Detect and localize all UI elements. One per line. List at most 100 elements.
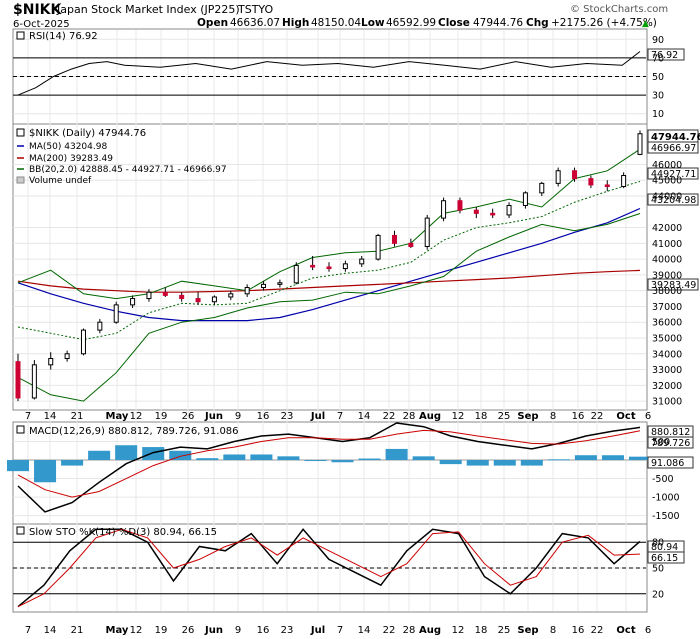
low-label: Low xyxy=(361,17,385,29)
price-tick-label: 32000 xyxy=(652,381,682,392)
macd-label-signal: 789.726 xyxy=(651,438,690,449)
candle-body xyxy=(555,170,561,184)
candle-body xyxy=(391,234,397,244)
macd-histogram-bar xyxy=(115,445,138,461)
rsi-tick-label: 90 xyxy=(652,35,664,46)
x-tick-label-price: Jun xyxy=(204,411,223,422)
candle-body xyxy=(261,283,267,289)
x-tick-label-sto: 6 xyxy=(645,625,651,636)
candle-body xyxy=(359,258,365,265)
x-tick-label-sto: 7 xyxy=(25,625,31,636)
macd-histogram-bar xyxy=(223,454,246,461)
legend-ma200: MA(200) 39283.49 xyxy=(29,154,113,164)
exchange-name: TSTYO xyxy=(237,3,274,16)
candle-body xyxy=(473,209,479,214)
x-tick-label-sto: 28 xyxy=(403,625,416,636)
candle-body xyxy=(162,291,168,296)
high-value: 48150.04 xyxy=(311,17,361,29)
price-tick-label: 41000 xyxy=(652,239,682,250)
x-tick-label-price: 14 xyxy=(44,411,57,422)
macd-histogram-bar xyxy=(520,460,543,466)
candle-body xyxy=(490,212,496,216)
rsi-tick-label: 10 xyxy=(652,109,664,120)
x-tick-label-sto: 22 xyxy=(383,625,396,636)
close-value: 47944.76 xyxy=(473,17,523,29)
candle-body xyxy=(604,184,610,188)
candle-body xyxy=(293,264,299,284)
x-tick-label-price: Sep xyxy=(517,411,538,422)
macd-histogram-bar xyxy=(358,458,381,461)
x-tick-label-sto: 19 xyxy=(155,625,168,636)
candle-body xyxy=(310,264,316,268)
macd-value-labels: 880.812 789.726 91.086 xyxy=(647,425,694,469)
legend-ma50: MA(50) 43204.98 xyxy=(29,142,107,152)
x-tick-label-sto: May xyxy=(106,625,129,636)
candle-body xyxy=(48,358,54,366)
candle-body xyxy=(375,234,381,260)
x-tick-label-price: 25 xyxy=(498,411,511,422)
x-tick-label-price: 12 xyxy=(452,411,465,422)
candle-body xyxy=(424,217,430,247)
candle-body xyxy=(130,298,136,306)
rsi-tick-label: 30 xyxy=(652,91,664,102)
x-tick-label-sto: 21 xyxy=(71,625,84,636)
x-tick-label-sto: Aug xyxy=(419,625,441,636)
rsi-legend: RSI(14) 76.92 xyxy=(16,31,98,42)
rsi-value-label: 76.92 xyxy=(647,48,685,61)
sto-legend-text: Slow STO %K(14) %D(3) 80.94, 66.15 xyxy=(29,527,217,538)
x-tick-label-price: Jul xyxy=(310,411,325,422)
x-tick-label-price: 18 xyxy=(475,411,488,422)
x-tick-label-sto: 25 xyxy=(498,625,511,636)
candle-body xyxy=(637,133,643,155)
macd-macd-line xyxy=(17,422,641,513)
grid-layer xyxy=(13,30,646,611)
x-tick-label-sto: Jun xyxy=(204,625,223,636)
x-tick-label-price: 23 xyxy=(281,411,294,422)
macd-histogram-bar xyxy=(6,460,30,472)
candle-body xyxy=(195,298,201,303)
rsi-legend-text: RSI(14) 76.92 xyxy=(29,31,98,42)
sto-label-k: 80.94 xyxy=(651,542,678,553)
candle-body xyxy=(64,353,70,360)
macd-histogram-bar xyxy=(142,447,165,461)
chart-date: 6-Oct-2025 xyxy=(13,19,70,30)
low-value: 46592.99 xyxy=(386,17,436,29)
close-label: Close xyxy=(438,17,470,29)
candle-body xyxy=(97,321,103,331)
macd-tick-label: -1000 xyxy=(652,493,680,504)
x-tick-label-price: 26 xyxy=(182,411,195,422)
sto-tick-label: 80 xyxy=(652,538,664,549)
macd-histogram-bar xyxy=(547,459,570,461)
x-tick-label-price: 22 xyxy=(591,411,604,422)
watermark: © StockCharts.com xyxy=(570,4,668,15)
macd-histogram-bar xyxy=(304,460,327,462)
macd-histogram-bar xyxy=(61,460,84,466)
price-tick-label: 44000 xyxy=(652,192,682,203)
sto-legend: Slow STO %K(14) %D(3) 80.94, 66.15 xyxy=(16,526,217,538)
candle-body xyxy=(15,361,21,399)
macd-histogram-bar xyxy=(196,458,219,461)
line-bbupper xyxy=(17,148,641,300)
high-label: High xyxy=(282,17,309,29)
x-tick-label-sto: 16 xyxy=(257,625,270,636)
rsi-tick-label: 70 xyxy=(652,53,664,64)
sto-value-labels: 80.94 66.15 xyxy=(647,540,685,564)
price-tick-label: 40000 xyxy=(652,255,682,266)
x-tick-label-price: 16 xyxy=(257,411,270,422)
candle-body xyxy=(621,174,627,188)
x-tick-label-price: 8 xyxy=(550,411,556,422)
price-tick-label: 31000 xyxy=(652,397,682,408)
macd-histogram-bar xyxy=(250,454,273,461)
open-label: Open xyxy=(197,17,228,29)
candle-body xyxy=(113,304,119,323)
sto-label-d: 66.15 xyxy=(651,553,678,564)
x-tick-label-price: 6 xyxy=(645,411,651,422)
x-tick-label-price: Aug xyxy=(419,411,441,422)
macd-histogram-bar xyxy=(439,460,462,465)
candle-body xyxy=(146,291,152,300)
price-label-close: 47944.76 xyxy=(651,132,700,143)
price-label-ma50: 43204.98 xyxy=(651,195,696,206)
axis-layer: 7 14 21 May 12 19 26 Jun 9 16 23 Jul 7 14 22 28 Aug 12 18 2… xyxy=(25,35,682,636)
candle-body xyxy=(441,200,447,219)
candle-body xyxy=(522,192,528,206)
